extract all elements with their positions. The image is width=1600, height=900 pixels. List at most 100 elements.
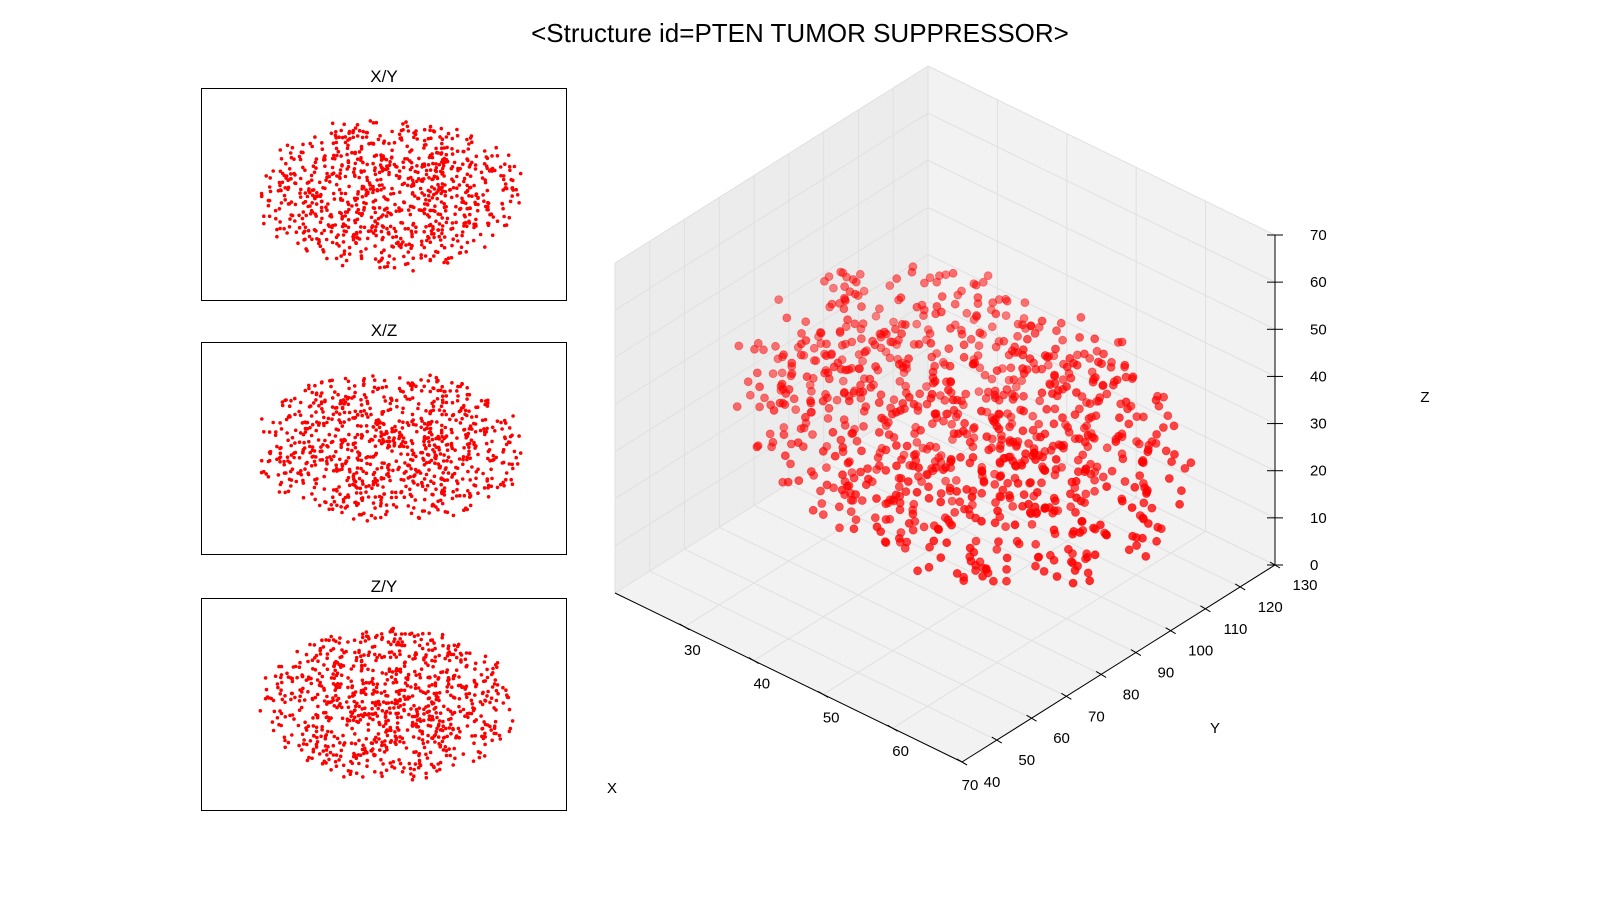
inset-point xyxy=(303,199,308,204)
inset-point xyxy=(450,473,455,477)
inset-point xyxy=(364,188,368,192)
inset-point xyxy=(292,455,296,460)
point-3d xyxy=(1019,313,1029,323)
inset-point xyxy=(309,414,314,418)
inset-point xyxy=(480,418,485,423)
inset-point xyxy=(396,640,400,644)
point-3d xyxy=(902,441,912,451)
side-pane xyxy=(928,66,1275,565)
inset-point xyxy=(375,714,380,718)
inset-point xyxy=(459,406,464,410)
inset-point xyxy=(455,194,459,198)
inset-point xyxy=(334,182,339,187)
inset-point xyxy=(368,187,373,191)
inset-point xyxy=(289,697,293,702)
inset-point xyxy=(434,146,438,151)
inset-point xyxy=(438,743,443,748)
point-3d xyxy=(1010,392,1020,401)
grid-line-z xyxy=(927,112,1276,283)
point-3d xyxy=(947,419,957,429)
inset-point xyxy=(511,414,515,418)
inset-point xyxy=(396,728,401,732)
inset-point xyxy=(362,225,367,230)
point-3d xyxy=(1115,413,1124,423)
inset-point xyxy=(439,670,443,675)
point-3d xyxy=(990,518,1000,528)
inset-point xyxy=(347,695,352,699)
inset-point xyxy=(391,235,395,240)
inset-point xyxy=(334,410,339,414)
inset-point xyxy=(414,384,418,389)
point-3d xyxy=(841,322,851,332)
point-3d xyxy=(1019,391,1028,401)
inset-point xyxy=(320,674,325,679)
inset-point xyxy=(324,748,329,752)
inset-point xyxy=(278,482,283,487)
inset-point xyxy=(486,689,490,694)
inset-point xyxy=(518,171,523,176)
inset-point xyxy=(379,441,384,446)
point-3d xyxy=(1028,425,1038,435)
inset-point xyxy=(322,487,327,491)
x-tick-label: 50 xyxy=(823,709,840,726)
inset-zy-points xyxy=(258,626,515,782)
inset-point xyxy=(427,696,432,700)
inset-point xyxy=(512,164,517,169)
point-3d xyxy=(869,380,878,390)
inset-point xyxy=(438,452,443,456)
x-axis-line xyxy=(614,592,963,763)
point-3d xyxy=(1167,457,1176,467)
inset-point xyxy=(335,736,340,741)
inset-point xyxy=(403,681,408,685)
point-3d xyxy=(969,433,979,443)
inset-point xyxy=(283,715,288,719)
inset-point xyxy=(342,775,346,779)
inset-point xyxy=(462,149,466,154)
inset-point xyxy=(282,459,286,464)
inset-point xyxy=(297,708,302,712)
inset-point xyxy=(400,182,405,187)
inset-point xyxy=(411,269,415,273)
inset-point xyxy=(325,656,329,660)
inset-point xyxy=(473,430,478,434)
inset-point xyxy=(426,193,431,198)
inset-point xyxy=(500,202,505,206)
point-3d xyxy=(1034,419,1044,429)
inset-point xyxy=(501,685,505,690)
inset-point xyxy=(508,726,513,731)
inset-point xyxy=(319,205,324,210)
inset-point xyxy=(347,410,352,415)
inset-point xyxy=(501,188,506,192)
inset-point xyxy=(466,489,470,493)
inset-point xyxy=(445,685,449,689)
inset-point xyxy=(339,254,343,258)
inset-point xyxy=(381,485,385,489)
inset-point xyxy=(319,445,323,449)
inset-point xyxy=(341,500,346,504)
inset-point xyxy=(302,229,307,234)
inset-point xyxy=(345,210,350,214)
inset-point xyxy=(420,484,425,489)
inset-point xyxy=(407,654,411,659)
inset-point xyxy=(406,695,410,699)
inset-point xyxy=(360,666,364,671)
inset-point xyxy=(428,208,432,213)
inset-point xyxy=(479,398,484,403)
inset-point xyxy=(298,191,302,195)
inset-point xyxy=(409,160,414,165)
inset-point xyxy=(483,742,487,747)
inset-point xyxy=(443,183,447,187)
inset-point xyxy=(480,702,485,707)
point-3d xyxy=(1169,421,1179,431)
inset-point xyxy=(303,225,308,230)
inset-point xyxy=(384,197,388,201)
point-3d xyxy=(851,515,861,525)
point-3d xyxy=(932,348,942,358)
inset-point xyxy=(293,412,297,417)
inset-point xyxy=(487,169,492,173)
inset-point xyxy=(344,229,348,234)
inset-point xyxy=(309,681,314,686)
inset-point xyxy=(340,214,345,219)
inset-point xyxy=(420,646,425,651)
point-3d xyxy=(1045,379,1054,389)
